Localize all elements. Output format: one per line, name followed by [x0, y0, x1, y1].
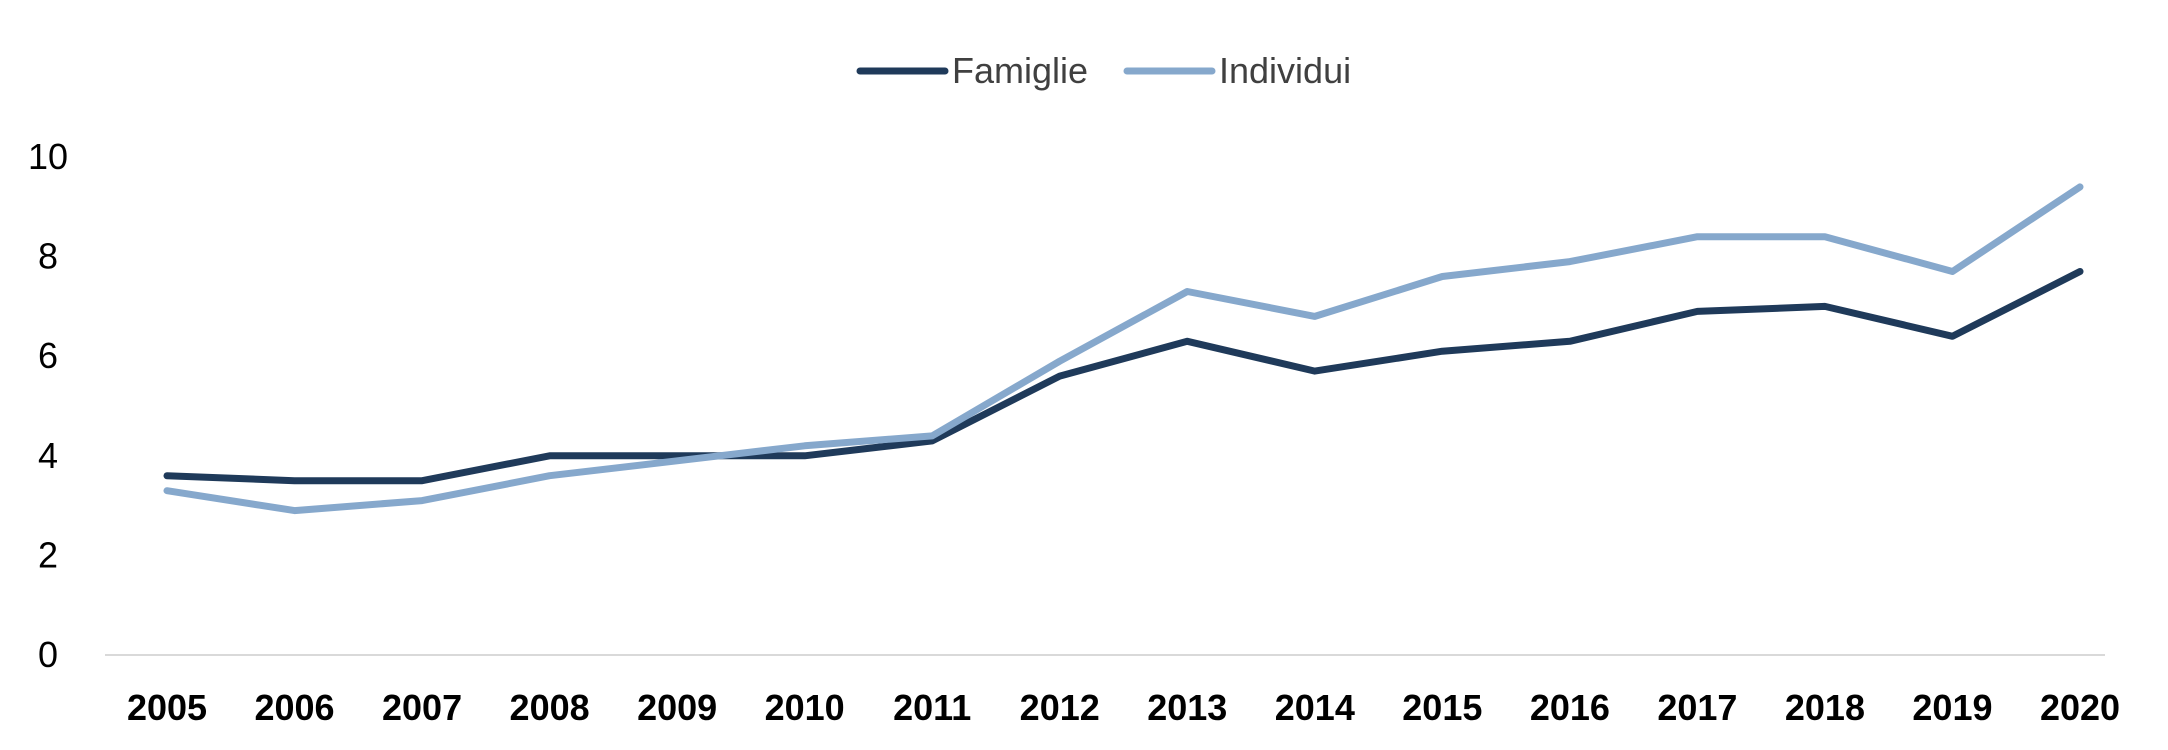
y-tick-label: 10	[28, 136, 68, 177]
x-tick-label: 2007	[382, 687, 462, 728]
legend-label-famiglie: Famiglie	[952, 50, 1088, 91]
series-line-individui	[163, 183, 2084, 515]
x-tick-label: 2017	[1657, 687, 1737, 728]
legend-label-individui: Individui	[1219, 50, 1351, 91]
y-tick-label: 0	[38, 634, 58, 675]
series-line-famiglie	[163, 268, 2084, 485]
x-tick-label: 2006	[254, 687, 334, 728]
y-tick-label: 2	[38, 534, 58, 575]
y-tick-label: 8	[38, 236, 58, 277]
x-tick-label: 2014	[1275, 687, 1355, 728]
x-axis-ticks: 2005 2006 2007 2008 2009 2010 2011 2012 2013 2014…	[127, 687, 2120, 728]
x-tick-label: 2019	[1912, 687, 1992, 728]
x-tick-label: 2011	[893, 687, 971, 728]
x-tick-label: 2018	[1785, 687, 1865, 728]
y-tick-label: 6	[38, 335, 58, 376]
x-tick-label: 2009	[637, 687, 717, 728]
x-tick-label: 2015	[1402, 687, 1482, 728]
x-tick-label: 2020	[2040, 687, 2120, 728]
x-tick-label: 2012	[1020, 687, 1100, 728]
x-tick-label: 2005	[127, 687, 207, 728]
x-tick-label: 2016	[1530, 687, 1610, 728]
x-tick-label: 2010	[765, 687, 845, 728]
x-tick-label: 2013	[1147, 687, 1227, 728]
y-tick-label: 4	[38, 435, 58, 476]
y-axis-ticks: 0 2 4 6 8 10	[28, 136, 68, 675]
series-lines	[163, 183, 2084, 515]
x-tick-label: 2008	[510, 687, 590, 728]
legend: Famiglie Individui	[856, 50, 1351, 91]
